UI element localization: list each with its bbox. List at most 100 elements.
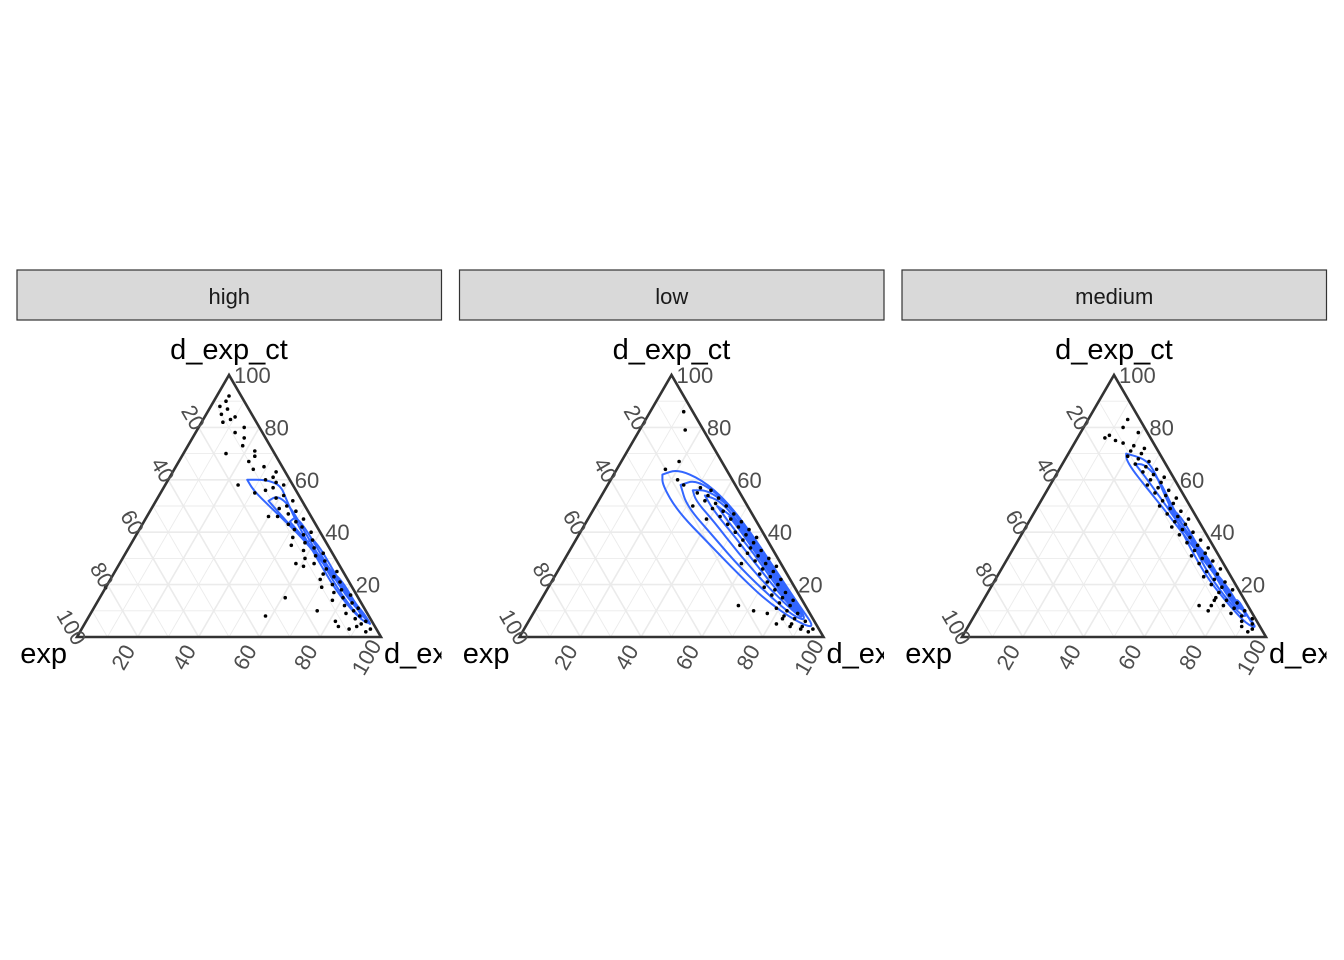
data-point [792,616,797,621]
data-point [277,506,282,511]
data-point [1165,512,1169,516]
data-point [1217,590,1221,595]
data-point [274,480,278,485]
grid-line [992,400,1130,638]
data-point [785,609,789,613]
data-point [800,624,804,629]
facet-strip-label: low [655,284,688,309]
data-point [739,561,744,566]
data-point [1121,425,1125,430]
data-point [663,467,668,472]
data-point [1230,588,1235,592]
data-point [301,533,306,537]
data-point [767,556,771,561]
tick-label-left: 60 [1000,506,1034,540]
data-point [1142,446,1147,451]
facet-panel-medium: medium202020404040606060808080100100100d… [901,269,1328,679]
data-point [732,512,736,516]
data-point [312,546,316,550]
data-point [695,491,700,495]
data-point [262,464,266,469]
tick-label-right: 40 [1210,520,1234,545]
data-point [1208,564,1212,569]
data-point [1128,449,1133,453]
data-point [771,569,776,574]
data-point [218,404,222,409]
data-point [1163,493,1168,498]
density-contour [1234,599,1252,623]
data-point [321,572,326,576]
data-point [275,514,280,519]
data-point [301,564,306,569]
data-point [240,443,245,448]
data-point [1200,556,1204,561]
data-point [1250,616,1255,621]
data-point [341,595,345,600]
grid-line [152,505,230,638]
data-point [263,478,268,482]
data-point [303,540,307,545]
data-point [1125,417,1130,422]
data-point [344,611,348,616]
tick-label-left: 20 [619,401,653,435]
grid-line [625,453,733,638]
data-point [789,622,794,626]
data-point [1223,580,1227,584]
data-point [751,540,756,545]
data-point [1189,554,1194,558]
tick-label-right: 80 [707,415,731,440]
data-point [806,630,811,634]
data-point [1121,441,1125,445]
data-point [271,475,275,480]
tick-label-left: 80 [970,558,1004,592]
data-point [224,451,228,456]
data-point [1235,601,1239,605]
data-point [347,627,351,631]
data-point [291,535,295,540]
data-point [286,522,291,527]
data-point [754,535,759,540]
data-point [350,601,354,605]
tick-label-right: 20 [798,573,822,598]
data-point [338,580,342,584]
tick-label-right: 60 [295,468,319,493]
tick-label-right: 60 [737,468,761,493]
axis-title-left: exp [20,638,67,670]
data-point [228,417,233,422]
data-point [1168,506,1172,511]
data-point [353,616,358,621]
grid-line [671,505,748,638]
data-point [263,614,268,618]
data-point [281,493,286,498]
data-point [1151,472,1156,477]
data-point [315,609,320,613]
data-point [1250,627,1255,631]
data-point [283,595,288,600]
data-point [1203,551,1207,555]
tick-label-bottom: 60 [1113,640,1147,674]
facet-strip [458,269,885,321]
density-contour [679,480,805,621]
data-point [773,588,777,592]
data-point [1159,480,1163,485]
data-point [336,624,341,629]
data-point [330,582,335,587]
data-point [292,527,297,532]
tick-label-right: 60 [1180,468,1204,493]
tick-label-bottom: 80 [731,640,765,674]
data-point [724,504,728,508]
data-point [1206,546,1210,550]
data-point [795,611,800,616]
data-point [1139,451,1144,456]
data-point [1160,499,1165,503]
grid-line [549,400,688,638]
data-points [103,394,373,634]
tick-label-bottom: 60 [670,640,704,674]
data-point [364,619,368,624]
data-point [783,590,788,595]
data-point [1239,614,1244,618]
data-point [335,569,339,574]
data-point [1171,501,1176,506]
tick-label-right: 80 [1149,415,1173,440]
data-point [777,601,782,605]
